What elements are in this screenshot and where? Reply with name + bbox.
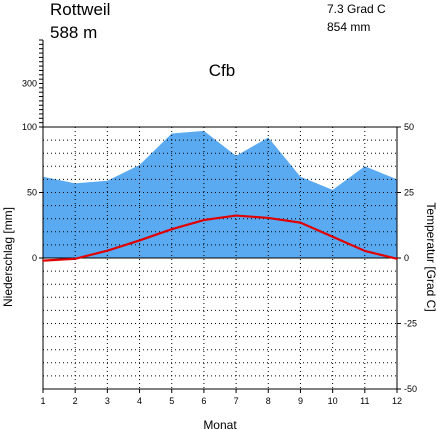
temperature-point: [74, 257, 76, 260]
x-tick-label: 6: [201, 396, 206, 406]
temperature-line: [42, 214, 398, 262]
x-tick-label: 4: [137, 396, 142, 406]
x-tick-label: 12: [392, 396, 402, 406]
axis-ticks: [39, 126, 401, 393]
x-tick-label: 3: [105, 396, 110, 406]
temperature-point: [396, 257, 398, 260]
right-tick-label: -50: [404, 384, 417, 394]
annual-precipitation: 854 mm: [327, 20, 370, 34]
x-tick-label: 7: [234, 396, 239, 406]
right-tick-label: -25: [404, 319, 417, 329]
temperature-point: [267, 217, 270, 219]
temperature-point: [235, 214, 237, 217]
right-tick-label: 0: [404, 253, 409, 263]
left-tick-label: 300: [22, 79, 37, 89]
right-axis-label: Temperatur [Grad C]: [424, 202, 437, 311]
x-tick-label: 11: [360, 396, 369, 406]
temperature-point: [42, 259, 44, 262]
temperature-series: [42, 214, 398, 262]
temperature-point: [331, 235, 334, 238]
mean-temperature: 7.3 Grad C: [327, 2, 386, 16]
temperature-point: [364, 250, 366, 252]
temperature-point: [203, 219, 205, 221]
left-tick-label: 50: [27, 188, 37, 198]
x-tick-label: 8: [266, 396, 271, 406]
upper-precip-ticks: [39, 39, 44, 127]
precipitation-area: [43, 130, 397, 258]
station-name: Rottweil: [50, 0, 110, 19]
precipitation-fill: [43, 130, 397, 258]
station-elevation: 588 m: [50, 23, 97, 42]
x-tick-label: 1: [40, 396, 45, 406]
temperature-point: [170, 228, 173, 230]
climate-classification: Cfb: [209, 61, 235, 80]
left-axis-label: Niederschlag [mm]: [1, 207, 15, 307]
x-tick-label: 10: [328, 396, 338, 406]
x-tick-label: 5: [169, 396, 174, 406]
temperature-point: [106, 249, 109, 252]
right-tick-label: 25: [404, 188, 414, 198]
temperature-point: [299, 221, 302, 224]
x-tick-label: 2: [73, 396, 78, 406]
left-tick-label: 0: [32, 253, 37, 263]
x-axis-label: Monat: [203, 418, 237, 430]
x-tick-label: 9: [298, 396, 303, 406]
right-tick-label: 50: [404, 122, 414, 132]
temperature-point: [138, 239, 141, 242]
left-tick-label: 100: [22, 122, 37, 132]
